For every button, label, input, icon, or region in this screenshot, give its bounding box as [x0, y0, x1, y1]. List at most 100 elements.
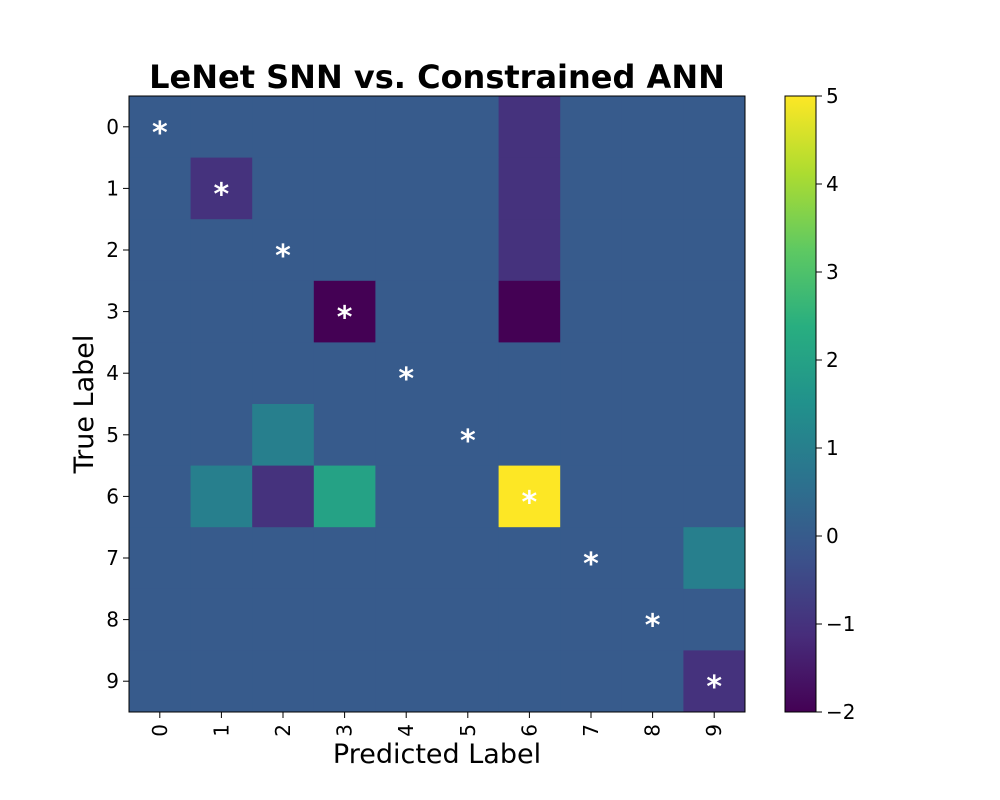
heatmap-cell-8-0	[129, 588, 192, 651]
heatmap-cell-6-8	[621, 465, 684, 528]
heatmap-cell-1-4	[375, 157, 438, 220]
heatmap-cell-6-9	[683, 465, 746, 528]
heatmap-cell-9-1	[190, 650, 253, 713]
heatmap-cell-4-8	[621, 342, 684, 405]
diagonal-marker-6: *	[522, 485, 538, 520]
heatmap-cell-6-2	[252, 465, 315, 528]
heatmap-cell-6-5	[437, 465, 500, 528]
diagonal-marker-9: *	[706, 670, 722, 705]
heatmap-cell-8-7	[560, 588, 623, 651]
plot-frame	[128, 95, 746, 713]
heatmap-cell-4-1	[190, 342, 253, 405]
x-tick-label-1: 1	[209, 724, 233, 737]
heatmap-cell-7-8	[621, 527, 684, 590]
heatmap-cell-0-9	[683, 96, 746, 159]
heatmap-cell-9-7	[560, 650, 623, 713]
x-tick-label-0: 0	[148, 724, 172, 737]
x-tick-label-9: 9	[702, 724, 726, 737]
heatmap-cell-7-5	[437, 527, 500, 590]
diagonal-marker-7: *	[583, 547, 599, 582]
x-tick-label-6: 6	[517, 724, 541, 737]
diagonal-marker-8: *	[645, 609, 661, 644]
colorbar-tick-label-3: 1	[826, 436, 839, 460]
y-tick-label-8: 8	[106, 608, 119, 632]
heatmap-cell-4-4	[375, 342, 438, 405]
heatmap-cell-5-0	[129, 404, 192, 467]
heatmap-cell-3-8	[621, 280, 684, 343]
heatmap-cell-7-4	[375, 527, 438, 590]
heatmap-cell-2-1	[190, 219, 253, 282]
heatmap-cell-2-9	[683, 219, 746, 282]
colorbar-tick-label-2: 0	[826, 524, 839, 548]
heatmap-cell-8-1	[190, 588, 253, 651]
diagonal-marker-0: *	[152, 116, 168, 151]
x-tick-label-3: 3	[333, 724, 357, 737]
heatmap-cell-3-2	[252, 280, 315, 343]
heatmap-cell-7-7	[560, 527, 623, 590]
heatmap-cell-8-2	[252, 588, 315, 651]
heatmap-cell-0-0	[129, 96, 192, 159]
heatmap-cell-5-6	[498, 404, 561, 467]
heatmap-cell-7-0	[129, 527, 192, 590]
heatmap-cell-8-8	[621, 588, 684, 651]
x-tick-label-5: 5	[456, 724, 480, 737]
heatmap-cell-6-6	[498, 465, 561, 528]
heatmap-cell-0-5	[437, 96, 500, 159]
heatmap-cell-5-5	[437, 404, 500, 467]
heatmap-cell-1-7	[560, 157, 623, 220]
heatmap-cell-3-1	[190, 280, 253, 343]
colorbar	[784, 95, 817, 713]
heatmap-cell-9-8	[621, 650, 684, 713]
heatmap-cell-3-4	[375, 280, 438, 343]
heatmap-cell-2-2	[252, 219, 315, 282]
colorbar-tick-label-7: 5	[826, 84, 839, 108]
heatmap-cell-1-1	[190, 157, 253, 220]
heatmap-cell-8-4	[375, 588, 438, 651]
diagonal-marker-1: *	[214, 177, 230, 212]
heatmap-cell-4-7	[560, 342, 623, 405]
y-tick-label-6: 6	[106, 484, 119, 508]
heatmap-cell-7-6	[498, 527, 561, 590]
heatmap-cell-9-4	[375, 650, 438, 713]
heatmap-cell-0-4	[375, 96, 438, 159]
heatmap-cell-4-5	[437, 342, 500, 405]
heatmap-cell-1-3	[313, 157, 376, 220]
heatmap-cell-5-9	[683, 404, 746, 467]
diagonal-marker-2: *	[275, 239, 291, 274]
heatmap-cell-2-8	[621, 219, 684, 282]
colorbar-tick-label-0: −2	[826, 700, 855, 724]
diagonal-markers: * * * * * * * * * *	[152, 116, 722, 705]
heatmap-cell-4-3	[313, 342, 376, 405]
heatmap-cell-7-2	[252, 527, 315, 590]
heatmap-cell-5-1	[190, 404, 253, 467]
x-axis-ticks: 0 1 2 3 4 5 6 7 8 9	[148, 712, 726, 737]
y-tick-label-0: 0	[106, 115, 119, 139]
heatmap-cell-0-3	[313, 96, 376, 159]
heatmap-cell-9-0	[129, 650, 192, 713]
heatmap-cell-8-6	[498, 588, 561, 651]
heatmap-cell-7-9	[683, 527, 746, 590]
diagonal-marker-5: *	[460, 424, 476, 459]
heatmap-cell-6-3	[313, 465, 376, 528]
y-tick-label-7: 7	[106, 546, 119, 570]
heatmap-cell-7-1	[190, 527, 253, 590]
heatmap-cell-1-6	[498, 157, 561, 220]
colorbar-tick-label-5: 3	[826, 260, 839, 284]
heatmap-cell-8-9	[683, 588, 746, 651]
heatmap-cell-6-4	[375, 465, 438, 528]
heatmap-cell-3-9	[683, 280, 746, 343]
heatmap-cell-3-3	[313, 280, 376, 343]
heatmap-cell-2-6	[498, 219, 561, 282]
heatmap-cell-6-0	[129, 465, 192, 528]
heatmap-cell-0-2	[252, 96, 315, 159]
colorbar-ticks: −2 −1 0 1 2 3 4 5	[816, 84, 855, 724]
heatmap-cell-4-9	[683, 342, 746, 405]
heatmap-cell-2-5	[437, 219, 500, 282]
heatmap-cell-4-0	[129, 342, 192, 405]
y-tick-label-9: 9	[106, 669, 119, 693]
heatmap-cell-6-7	[560, 465, 623, 528]
heatmap-cell-5-4	[375, 404, 438, 467]
heatmap-cell-1-0	[129, 157, 192, 220]
heatmap-cell-5-8	[621, 404, 684, 467]
